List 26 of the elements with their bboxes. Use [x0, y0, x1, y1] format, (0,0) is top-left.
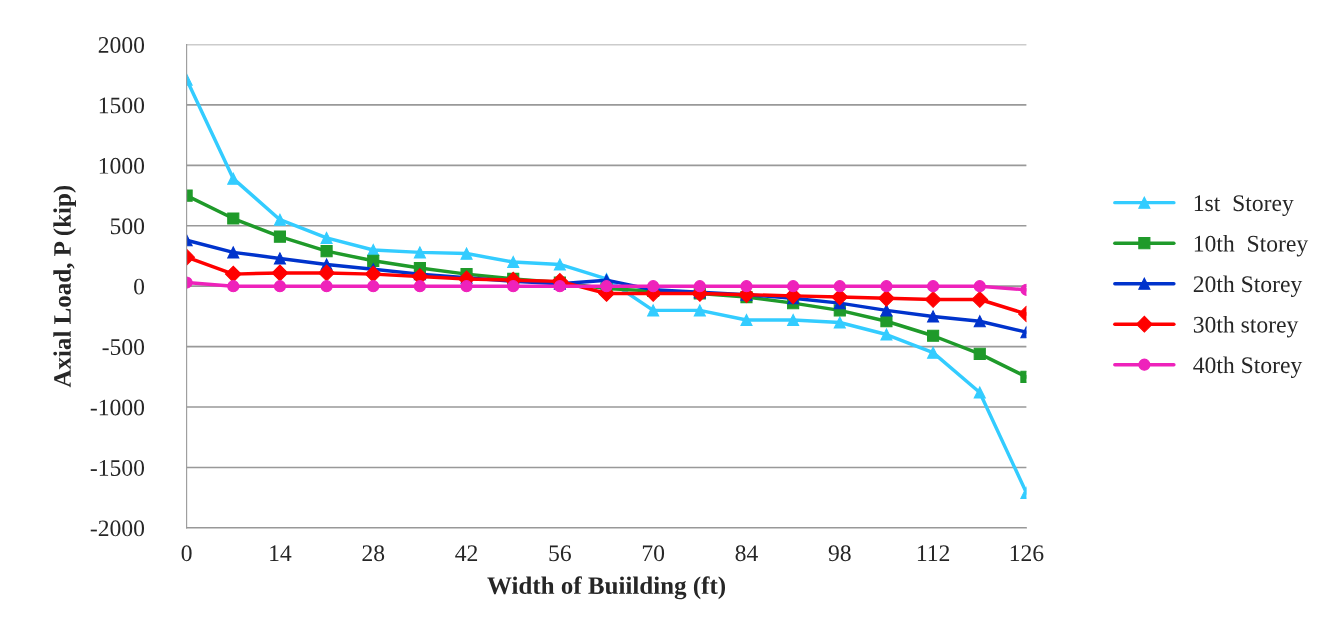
y-tick-label: -1500	[90, 459, 145, 476]
x-tick-label: 42	[455, 545, 478, 561]
y-tick-label: -1000	[90, 399, 145, 416]
x-tick-label: 70	[642, 545, 665, 562]
x-tick-label: 14	[270, 545, 292, 561]
x-tick-label: 84	[735, 545, 758, 562]
y-tick-label: 1500	[99, 97, 145, 114]
y-axis-title: Axial Load, P (kip)	[53, 185, 76, 388]
y-tick-label: 0	[134, 278, 145, 295]
x-tick-label: 98	[828, 545, 851, 562]
legend-label: 20th Storey	[1193, 275, 1303, 298]
legend-label: 10th Storey	[1194, 235, 1309, 257]
x-tick-label: 56	[549, 545, 571, 562]
x-tick-label: 126	[1010, 545, 1044, 562]
legend-label: 40th Storey	[1193, 356, 1303, 379]
y-tick-label: 2000	[98, 37, 145, 53]
x-tick-label: 112	[917, 545, 950, 561]
legend-label: 30th storey	[1193, 316, 1299, 338]
legend-label: 1st Storey	[1194, 195, 1294, 216]
x-axis-title: Width of Buiilding (ft)	[487, 576, 726, 600]
y-tick-label: -2000	[90, 520, 145, 537]
x-tick-label: 0	[181, 545, 192, 562]
y-tick-label: 1000	[99, 157, 145, 174]
y-tick-label: 500	[110, 218, 145, 235]
x-tick-label: 28	[362, 545, 385, 562]
y-tick-label: -500	[102, 339, 145, 356]
